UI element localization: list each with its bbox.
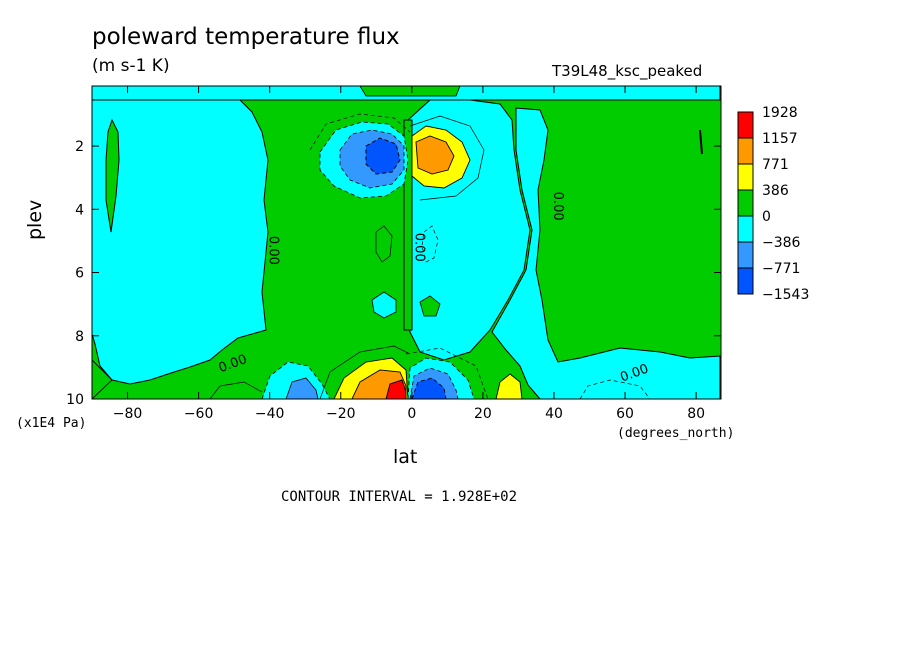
fill-lower-far-west-positive [92,359,113,399]
run-label: T39L48_ksc_peaked [552,62,703,80]
contour-line-upper-positive-outer [409,115,485,201]
y-tick-label-2: 6 [75,266,84,282]
contour-line-mid-positive-loop [375,225,393,263]
x-axis-unit-label: (degrees_north) [617,426,735,441]
fill-region-northeast-negative [491,107,721,399]
chart-units: (m s-1 K) [92,56,170,76]
legend-swatch-4 [737,215,754,243]
fill-lower-west-core-negative [285,377,319,399]
contour-label-2: 0.00 [550,192,565,221]
y-tick-label-4: 10 [66,392,84,408]
fill-lower-28n-positive [495,373,523,399]
legend-level-7: −1543 [762,287,809,303]
contour-fills: 0.000.000.000.00 0.00 [92,86,721,399]
chart-title: poleward temperature flux [92,24,400,50]
fill-equator-gap-positive [403,119,413,331]
fill-island-east-positive [419,295,441,317]
y-tick-label-1: 4 [75,202,84,218]
fill-upper-west-core-negative [365,137,401,175]
legend-swatch-2 [737,163,754,191]
legend-level-5: −386 [762,235,801,251]
legend-level-2: 771 [762,157,789,173]
contour-line-lower-positive-outer [319,345,411,399]
legend-level-3: 386 [762,183,789,199]
fill-island-top-positive [359,86,461,97]
contour-line-lower-negative-outer [405,347,489,399]
fill-west-finger-positive [105,118,120,233]
legend-level-6: −771 [762,261,800,277]
contour-interval-label: CONTOUR INTERVAL = 1.928E+02 [281,489,518,505]
color-legend: 1928 1157 771 386 0 −386 −771 −1543 [737,105,809,303]
contour-lines [209,113,703,399]
x-tick-label-6: 40 [545,406,563,422]
contour-line-mid-negative-loop [421,225,439,263]
y-tick-label-3: 8 [75,329,84,345]
contour-line-lower-west-positive [209,381,263,399]
fill-upper-east-mid-positive [415,135,455,175]
contour-label-1: 0.00 [266,236,281,265]
legend-level-0: 1928 [762,105,798,121]
fill-lower-center-core-positive [385,379,407,399]
legend-level-4: 0 [762,209,771,225]
x-tick-label-8: 80 [687,406,705,422]
x-axis: −80 −60 −40 −20 0 20 40 60 80 [113,86,705,422]
legend-level-1: 1157 [762,131,798,147]
legend-swatch-3 [737,189,754,217]
legend-swatch-1 [737,137,754,165]
legend-swatch-0 [737,111,754,139]
fill-island-west-negative [371,291,397,319]
x-tick-label-7: 60 [616,406,634,422]
contour-line-upper-negative-outer [309,113,411,151]
plot-frame [91,85,722,400]
contour-line-lower-east-negative [579,379,651,399]
x-tick-label-0: −80 [113,406,143,422]
x-tick-label-4: 0 [407,406,416,422]
x-tick-label-1: −60 [184,406,214,422]
contour-label-0: 0.00 [411,233,426,262]
contour-line-east-tick [699,129,703,155]
y-tick-label-0: 2 [75,139,84,155]
legend-swatch-6 [737,267,754,295]
x-axis-label: lat [393,446,418,468]
legend-swatch-5 [737,241,754,269]
y-axis: 2 4 6 8 10 [66,139,721,408]
x-tick-label-5: 20 [474,406,492,422]
x-tick-label-3: −20 [326,406,356,422]
fill-lower-east-core-negative [411,377,447,399]
x-tick-label-2: −40 [255,406,285,422]
y-axis-unit-label: (x1E4 Pa) [16,416,87,431]
fill-region-west-negative [92,99,269,385]
